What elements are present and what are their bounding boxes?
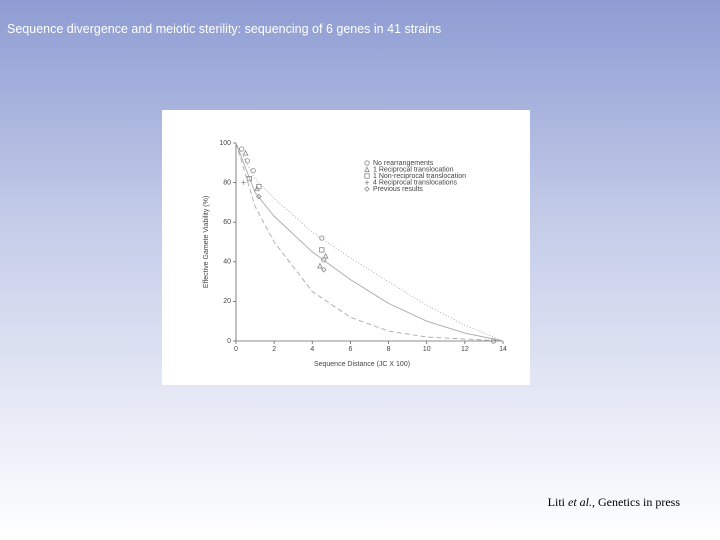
legend-label: 4 Reciprocal translocations [373, 179, 458, 186]
point [250, 168, 256, 174]
slide-title: Sequence divergence and meiotic sterilit… [7, 22, 442, 36]
point [246, 176, 252, 182]
x-tick-label: 12 [461, 346, 469, 353]
legend-marker [364, 186, 370, 192]
legend-label: 1 Reciprocal translocation [373, 166, 454, 173]
y-tick-label: 40 [223, 259, 231, 266]
fit-curve [235, 142, 504, 342]
x-tick-label: 8 [387, 346, 391, 353]
x-tick-label: 0 [234, 346, 238, 353]
y-axis-label: Effective Gamete Viability (%) [203, 196, 210, 288]
legend-label: Previous results [373, 186, 423, 193]
y-tick-label: 20 [223, 298, 231, 305]
x-tick-label: 4 [310, 346, 314, 353]
point [322, 252, 329, 259]
point [242, 149, 249, 156]
x-tick-label: 10 [423, 346, 431, 353]
x-tick-label: 6 [348, 346, 352, 353]
point [319, 235, 325, 241]
y-tick-label: 60 [223, 219, 231, 226]
point [320, 266, 327, 273]
point [241, 180, 246, 185]
citation: Liti et al., Genetics in press [548, 495, 680, 510]
legend-marker [364, 166, 370, 173]
legend-marker [364, 180, 370, 185]
chart: Sequence Distance (JC X 100) Effective G… [162, 110, 530, 385]
x-axis-label: Sequence Distance (JC X 100) [314, 361, 410, 368]
x-tick-label: 14 [499, 346, 507, 353]
point [256, 193, 262, 200]
x-tick-label: 2 [272, 346, 276, 353]
citation-journal: , Genetics in press [592, 495, 680, 509]
citation-etal: et al. [568, 495, 593, 509]
legend-label: 1 Non-reciprocal translocation [373, 173, 466, 180]
citation-author: Liti [547, 495, 569, 509]
chart-background [162, 110, 530, 385]
y-tick-label: 80 [223, 179, 231, 186]
point [319, 247, 325, 253]
legend-marker [364, 173, 370, 179]
y-tick-label: 0 [227, 338, 231, 345]
point [490, 338, 497, 344]
point [239, 146, 245, 152]
point [256, 183, 262, 190]
legend-label: No rearrangements [373, 160, 434, 167]
y-tick-label: 100 [219, 140, 231, 147]
point [244, 158, 251, 164]
point [317, 262, 323, 269]
legend-marker [364, 160, 370, 166]
